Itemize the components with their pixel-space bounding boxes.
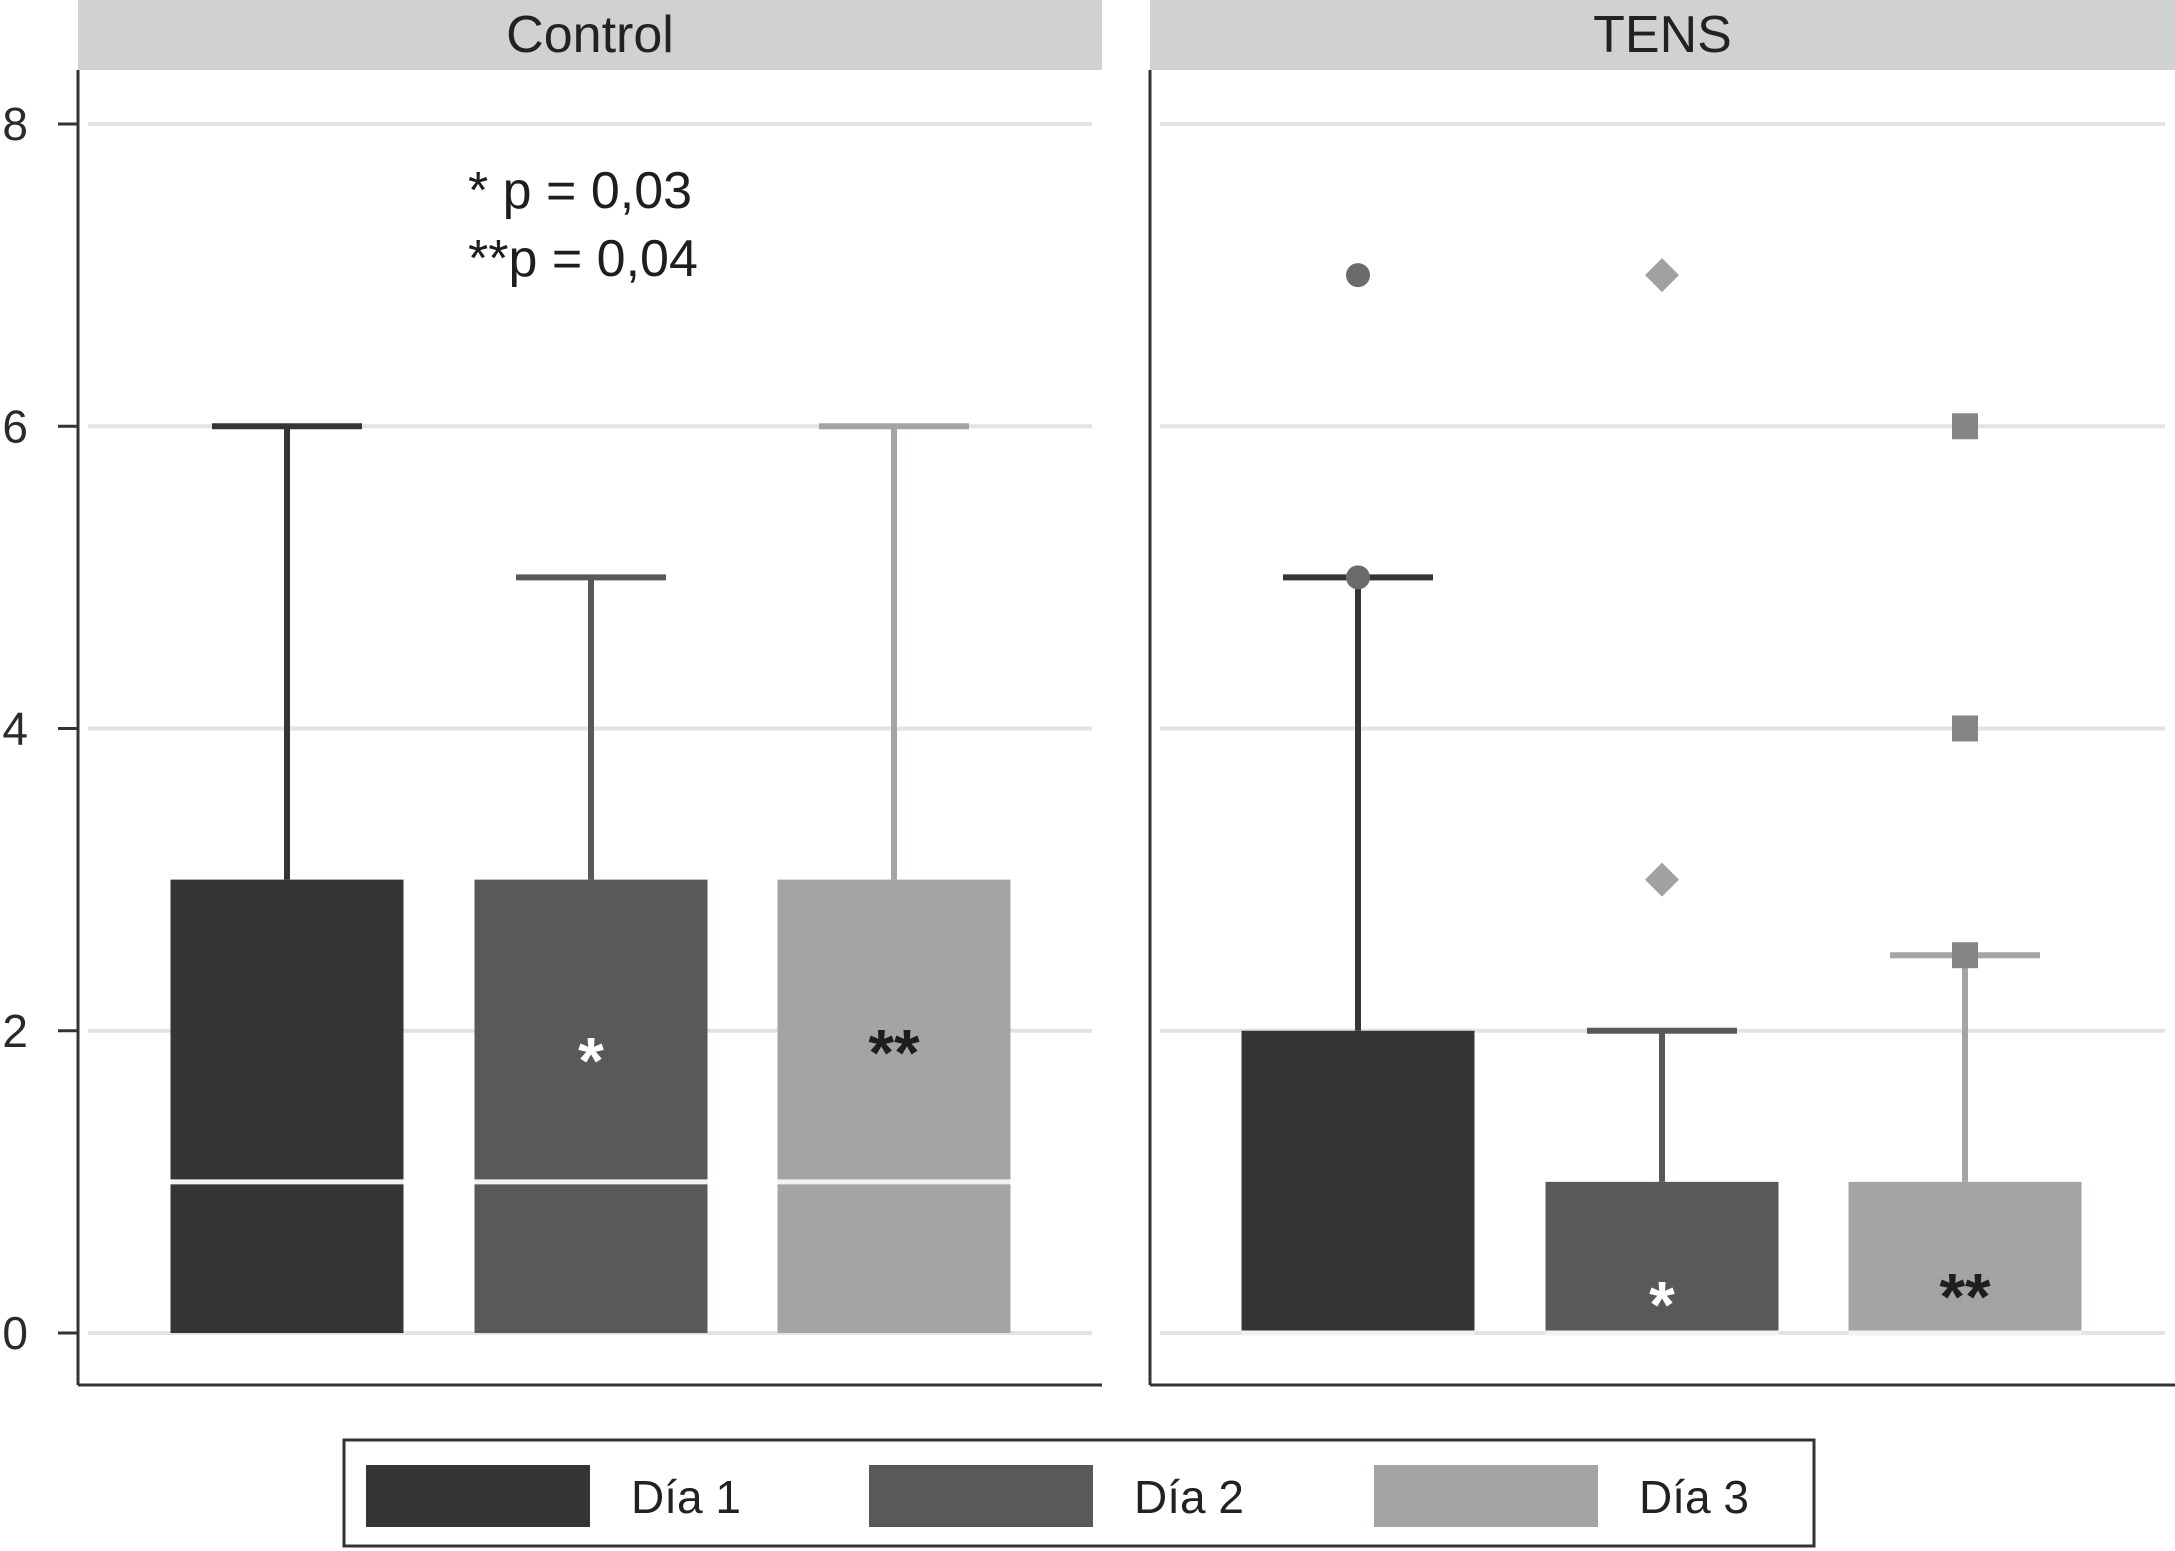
legend-swatch [366,1465,590,1527]
box [474,879,708,1333]
panel-title: TENS [1593,6,1732,64]
y-tick-label: 0 [2,1307,28,1359]
outlier-marker [1346,263,1370,288]
box [1848,1181,2082,1333]
outlier-marker [1952,942,1978,969]
y-tick-label: 2 [2,1005,28,1057]
significance-label: ** [1939,1259,1991,1333]
y-tick-label: 6 [2,400,28,452]
significance-label: * [1649,1267,1675,1341]
legend-label: Día 2 [1134,1471,1244,1523]
panel-header [78,0,1102,70]
box [1545,1181,1779,1333]
p-value-annotation: * p = 0,03 [468,162,692,220]
panel-tens: TENS* ** [1148,0,2175,1387]
outlier-marker [1952,413,1978,440]
box [170,879,404,1333]
y-tick-label: 4 [2,703,28,755]
box [1241,1030,1475,1333]
legend-swatch [1374,1465,1598,1527]
y-tick-label: 8 [2,98,28,150]
significance-label: * [578,1023,604,1097]
panel-header [1150,0,2175,70]
box [777,879,1011,1333]
legend-label: Día 1 [631,1471,741,1523]
panel-title: Control [506,6,674,64]
legend-label: Día 3 [1639,1471,1749,1523]
outlier-marker [1952,715,1978,742]
panel-control: Control* p = 0,03**p = 0,04* ** [78,0,1102,1387]
legend: Día 1 Día 2 Día 3 [342,1438,1816,1548]
outlier-marker [1346,565,1370,590]
outlier-marker [1645,862,1679,897]
outlier-marker [1645,258,1679,293]
y-axis: 0 2 4 6 8 [2,70,80,1385]
p-value-annotation: **p = 0,04 [468,230,698,288]
legend-swatch [869,1465,1093,1527]
significance-label: ** [868,1015,920,1089]
